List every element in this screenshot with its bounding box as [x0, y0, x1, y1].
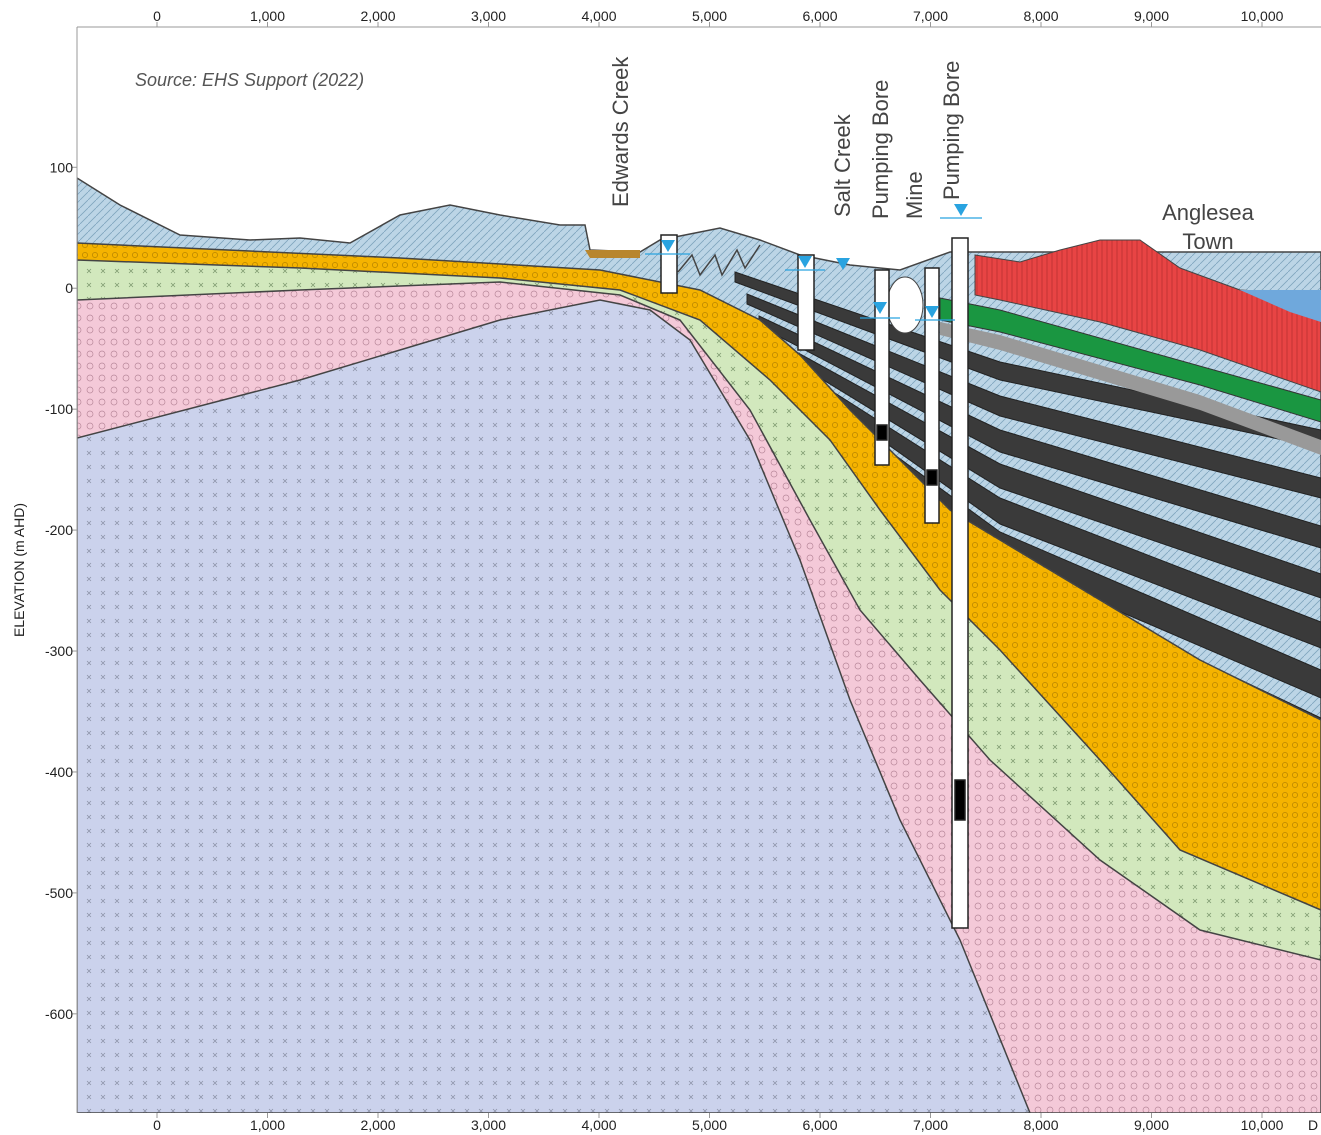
pumping-bore-label: Pumping Bore — [868, 80, 893, 219]
y-tick-label: 100 — [50, 159, 74, 175]
x-tick-label: 1,000 — [250, 8, 285, 24]
x-tick-label: 5,000 — [692, 1117, 727, 1133]
x-tick-label: 1,000 — [250, 1117, 285, 1133]
x-tick-label: 7,000 — [913, 1117, 948, 1133]
x-tick-label: 4,000 — [581, 1117, 616, 1133]
x-tick-label: 4,000 — [581, 8, 616, 24]
x-tick-label: 7,000 — [913, 8, 948, 24]
y-tick-label: -100 — [45, 401, 73, 417]
mine-pit — [887, 277, 923, 333]
y-tick-label: -300 — [45, 643, 73, 659]
y-axis-title: ELEVATION (m AHD) — [11, 503, 27, 637]
creek-sediment — [585, 250, 640, 258]
x-tick-label: 9,000 — [1134, 1117, 1169, 1133]
town-label: Town — [1182, 229, 1233, 254]
page: {"source":"Source: EHS Support (2022)", … — [0, 0, 1321, 1135]
cross-section: Source: EHS Support (2022) Edwards Creek… — [0, 0, 1321, 1135]
x-tick-label: 5,000 — [692, 8, 727, 24]
y-tick-label: 0 — [65, 280, 73, 296]
x-tick-label: 6,000 — [802, 1117, 837, 1133]
y-tick-label: -600 — [45, 1006, 73, 1022]
x-tick-label: 10,000 — [1241, 1117, 1284, 1133]
mine-label: Mine — [902, 171, 927, 219]
x-tick-label: 3,000 — [471, 1117, 506, 1133]
source-note: Source: EHS Support (2022) — [135, 70, 364, 90]
y-tick-label: -400 — [45, 764, 73, 780]
y-tick-label: -500 — [45, 885, 73, 901]
x-tick-label: 9,000 — [1134, 8, 1169, 24]
x-tick-label: 2,000 — [360, 1117, 395, 1133]
x-tick-label: 2,000 — [360, 8, 395, 24]
x-tick-label: 8,000 — [1023, 1117, 1058, 1133]
x-tick-label: 6,000 — [802, 8, 837, 24]
x-tick-label: 0 — [153, 1117, 161, 1133]
y-tick-label: -200 — [45, 522, 73, 538]
pumping-bore-label: Pumping Bore — [939, 61, 964, 200]
salt-creek-label: Salt Creek — [830, 113, 855, 217]
x-tick-label: 10,000 — [1241, 8, 1284, 24]
x-tick-label: 0 — [153, 8, 161, 24]
x-tick-label: 3,000 — [471, 8, 506, 24]
edwards-creek-label: Edwards Creek — [608, 56, 633, 207]
town-label: Anglesea — [1162, 200, 1255, 225]
x-tick-label: 8,000 — [1023, 8, 1058, 24]
layers — [77, 178, 1321, 1113]
x-axis-title: D — [1308, 1117, 1318, 1133]
